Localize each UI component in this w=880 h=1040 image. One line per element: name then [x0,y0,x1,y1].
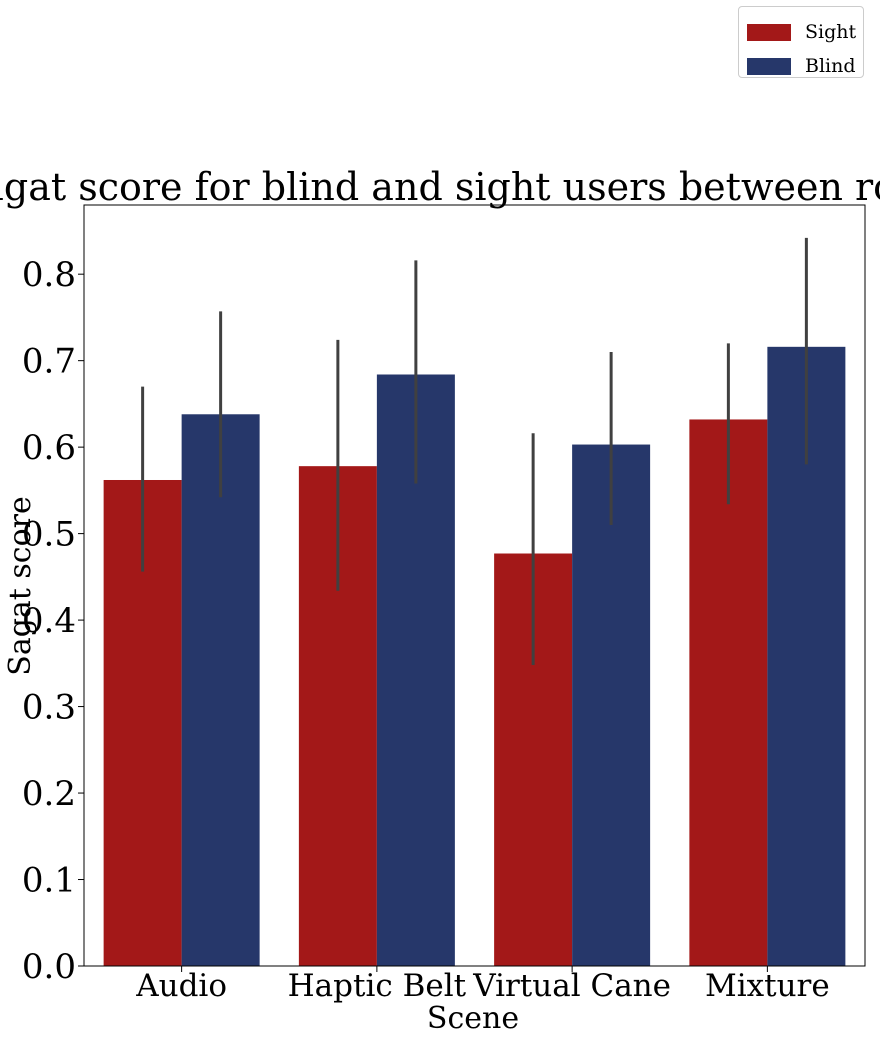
y-tick-label-2: 0.2 [22,774,76,814]
chart-title: Sagat score for blind and sight users be… [0,165,880,209]
legend-swatch-sight [747,23,791,41]
legend-item-blind: Blind [747,54,856,78]
x-axis-label: Scene [427,1001,519,1036]
x-tick-label-mixture: Mixture [705,968,830,1004]
legend-label-sight: Sight [805,21,857,43]
bar-sight-mixture [689,419,768,966]
y-tick-label-4: 0.4 [22,601,76,641]
bar-blind-virtual-cane [572,444,651,966]
y-tick-label-0: 0.0 [22,947,76,987]
y-tick-label-5: 0.5 [22,515,76,555]
bar-blind-audio [181,414,260,966]
plot-area: 0.0 0.1 0.2 0.3 0.4 0.5 0.6 0.7 0.8 Audio Haptic B… [22,204,866,1004]
y-tick-label-1: 0.1 [22,861,76,901]
x-tick-label-haptic-belt: Haptic Belt [288,968,467,1004]
y-tick-label-8: 0.8 [22,255,76,295]
legend-label-blind: Blind [805,55,856,77]
legend-swatch-blind [747,57,791,75]
legend-item-sight: Sight [747,20,856,44]
y-axis-label: Sagat score [3,496,38,675]
y-tick-label-6: 0.6 [22,428,76,468]
x-tick-label-audio: Audio [135,968,227,1004]
x-tick-label-virtual-cane: Virtual Cane [472,968,671,1004]
plot-frame [83,204,866,967]
y-tick-label-3: 0.3 [22,688,76,728]
legend: Sight Blind [738,6,864,78]
y-tick-label-7: 0.7 [22,342,76,382]
